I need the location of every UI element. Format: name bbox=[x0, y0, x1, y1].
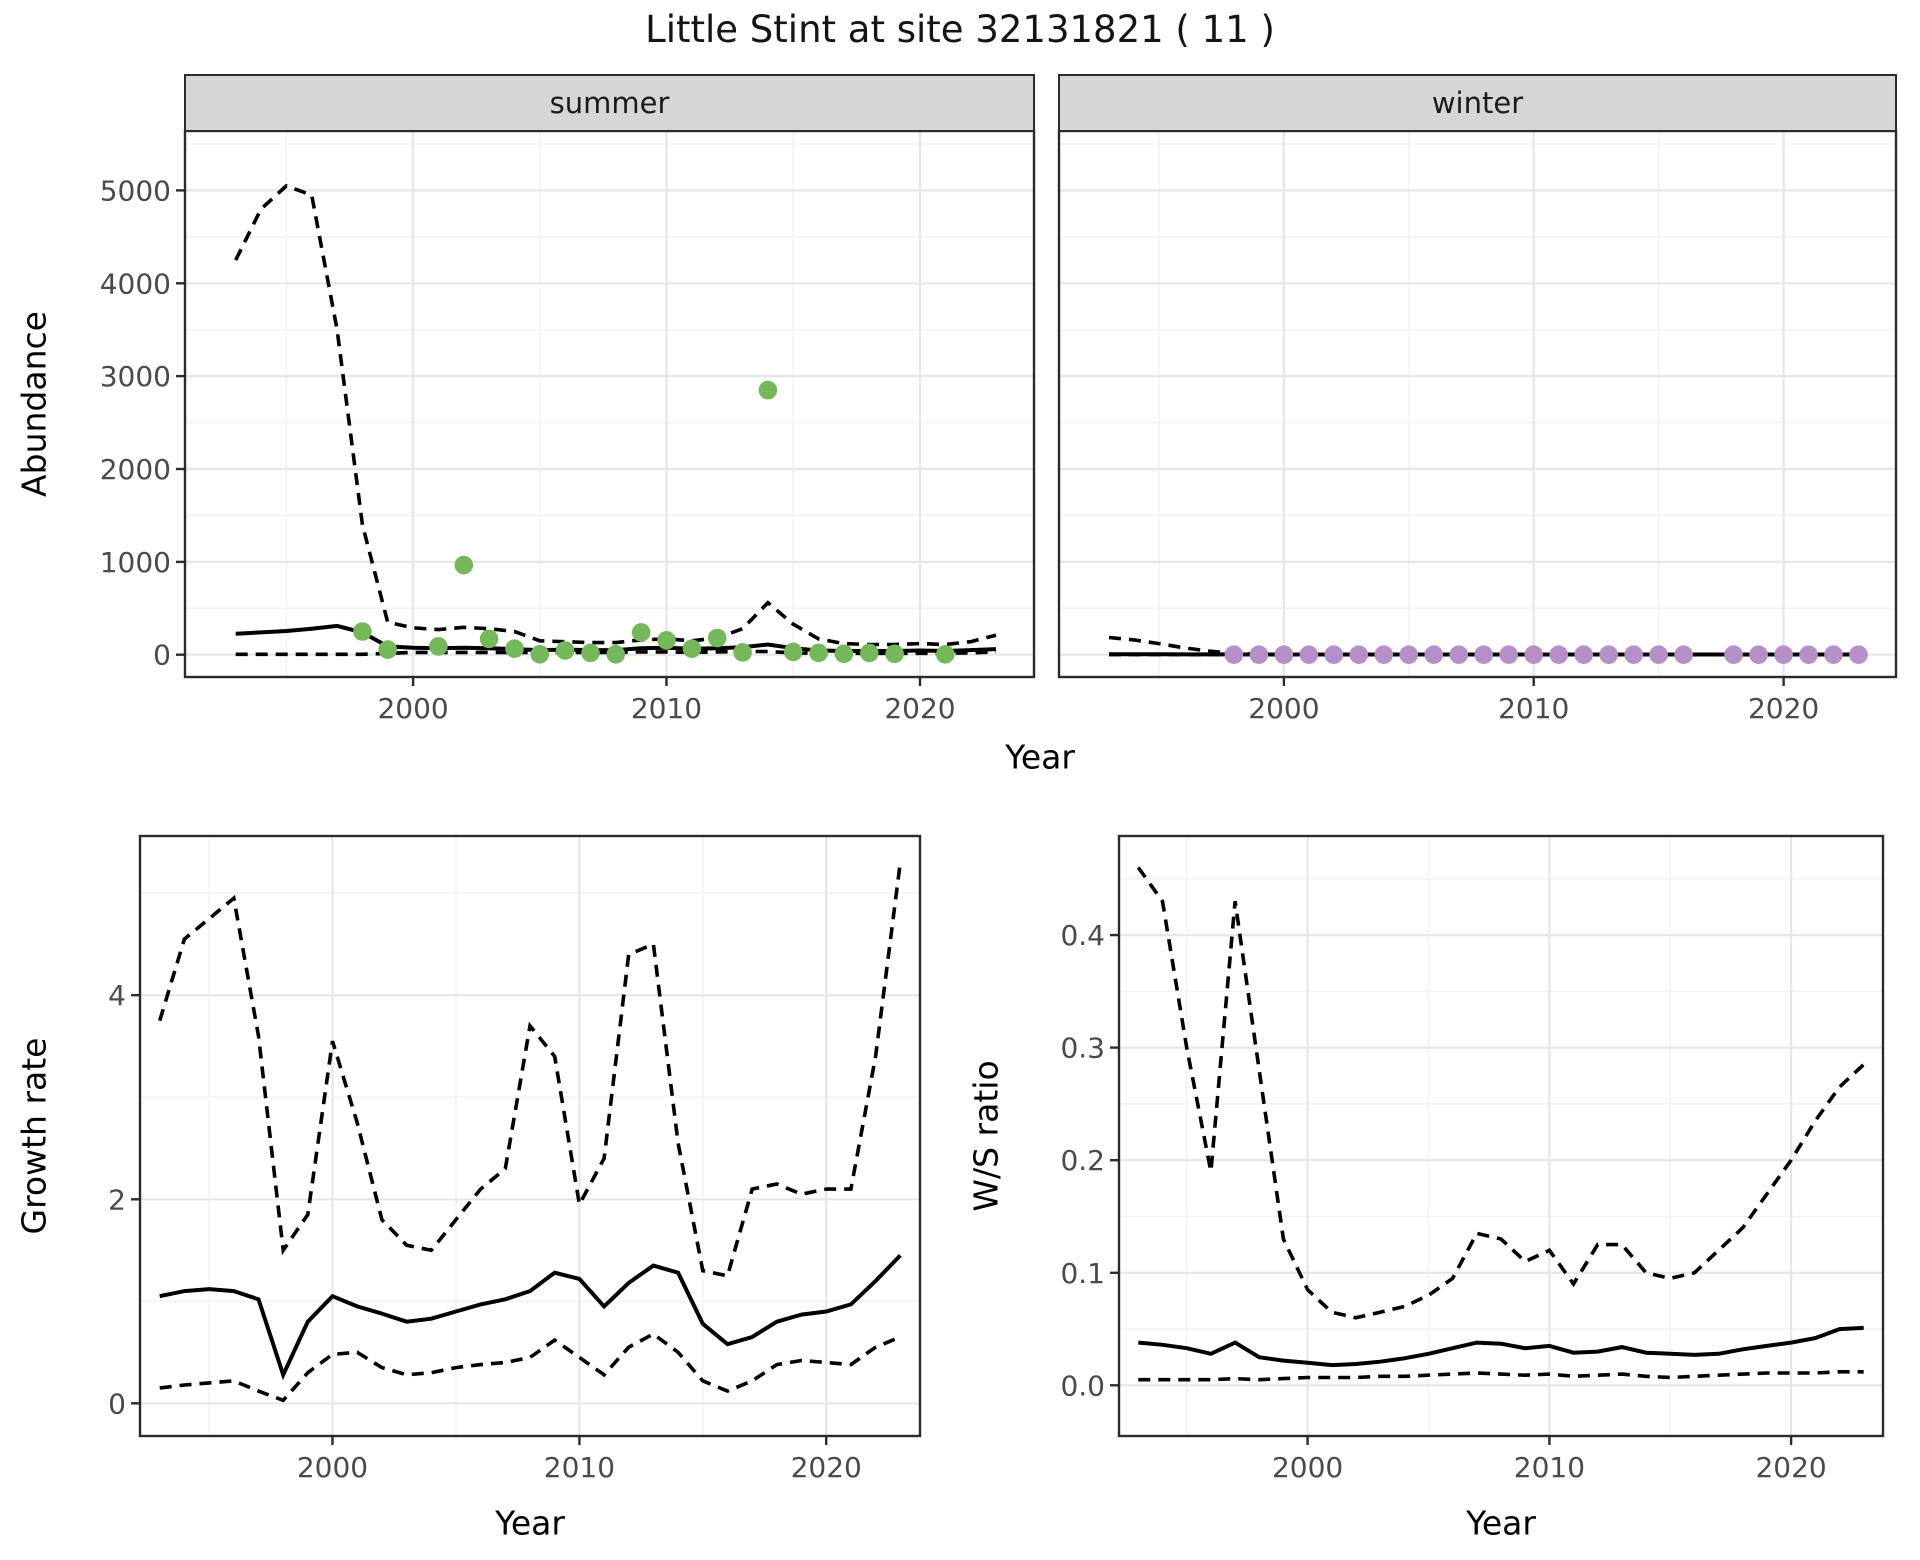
x-tick-label: 2020 bbox=[1748, 692, 1819, 725]
x-tick-label: 2020 bbox=[884, 692, 955, 725]
panel-border bbox=[138, 834, 922, 1438]
summer-observations-point bbox=[657, 631, 676, 650]
winter-observations-point bbox=[1349, 645, 1369, 664]
y-tick-label: 0.2 bbox=[1060, 1144, 1105, 1177]
panel-border bbox=[1117, 834, 1885, 1438]
winter-observations-point bbox=[1224, 645, 1244, 664]
panel-ws-ratio: 2000 2010 2020 0.0 0.1 0.2 0.3 0.4 bbox=[1060, 834, 1885, 1484]
y-axis-title-abundance: Abundance bbox=[14, 311, 54, 497]
winter-observations-point bbox=[1549, 645, 1568, 664]
winter-observations-point bbox=[1324, 645, 1344, 664]
summer-observations-point bbox=[505, 639, 524, 658]
y-axis-title-ws-ratio: W/S ratio bbox=[966, 1060, 1006, 1212]
summer-observations-point bbox=[378, 640, 398, 659]
winter-observations-point bbox=[1599, 645, 1618, 664]
winter-observations-point bbox=[1749, 645, 1768, 664]
summer-observations-point bbox=[682, 639, 702, 658]
summer-observations-point bbox=[631, 623, 651, 642]
summer-observations-point bbox=[758, 380, 778, 400]
winter-observations-point bbox=[1524, 645, 1543, 664]
winter-observations-point bbox=[1624, 645, 1643, 664]
panel-growth-rate: 2000 2010 2020 0 2 4 bbox=[108, 834, 922, 1484]
x-tick-label: 2020 bbox=[791, 1451, 862, 1484]
x-tick-label: 2010 bbox=[631, 692, 702, 725]
summer-observations-point bbox=[733, 643, 752, 662]
summer-observations-point bbox=[885, 644, 904, 664]
facet-label-summer: summer bbox=[549, 86, 670, 120]
summer-observations-point bbox=[454, 555, 474, 575]
x-tick-label: 2010 bbox=[1498, 692, 1569, 725]
winter-observations-point bbox=[1799, 645, 1818, 664]
x-tick-label: 2000 bbox=[1248, 692, 1319, 725]
summer-observations-point bbox=[834, 644, 854, 664]
summer-observations-point bbox=[555, 641, 575, 660]
ws-ratio-lower_ci-line bbox=[1138, 1370, 1864, 1382]
winter-observations-point bbox=[1724, 645, 1743, 664]
y-tick-label: 0 bbox=[108, 1387, 126, 1420]
ws-ratio-upper_ci-line bbox=[1136, 866, 1865, 1320]
winter-observations-point bbox=[1674, 645, 1693, 664]
summer-observations-point bbox=[860, 643, 879, 663]
ws-ratio-median-line bbox=[1138, 1325, 1864, 1368]
winter-observations-point bbox=[1424, 645, 1444, 664]
x-axis-title-top: Year bbox=[1005, 737, 1075, 777]
summer-observations-point bbox=[353, 622, 372, 641]
y-tick-label: 0.4 bbox=[1060, 919, 1105, 952]
x-tick-label: 2010 bbox=[1514, 1451, 1585, 1484]
winter-observations-point bbox=[1824, 645, 1843, 664]
y-tick-label: 2 bbox=[108, 1183, 126, 1216]
winter-observations-point bbox=[1374, 645, 1394, 664]
winter-observations-point bbox=[1399, 645, 1419, 664]
panel-abundance-winter: 2000 2010 2020 bbox=[1057, 74, 1898, 725]
winter-observations-point bbox=[1774, 645, 1793, 664]
x-tick-label: 2000 bbox=[377, 692, 448, 725]
x-tick-label: 2020 bbox=[1755, 1451, 1826, 1484]
summer-observations-point bbox=[479, 629, 499, 649]
winter-observations-point bbox=[1449, 645, 1469, 664]
y-tick-label: 0.3 bbox=[1060, 1032, 1105, 1065]
panel-abundance-summer: 2000 2010 2020 0 1000 2000 3000 4000 5000 bbox=[100, 74, 1036, 725]
y-axis-title-growth-rate: Growth rate bbox=[14, 1037, 54, 1235]
summer-observations-point bbox=[606, 645, 626, 664]
facet-label-winter: winter bbox=[1431, 86, 1524, 120]
summer-observations-point bbox=[809, 643, 828, 663]
winter-observations-point bbox=[1499, 645, 1518, 664]
facet-strip bbox=[1058, 74, 1897, 132]
x-tick-label: 2010 bbox=[544, 1451, 615, 1484]
summer-observations-point bbox=[783, 642, 803, 662]
summer-observations-point bbox=[581, 643, 600, 663]
y-tick-label: 3000 bbox=[100, 360, 171, 393]
facet-strip bbox=[184, 74, 1035, 132]
growth-rate-upper_ci-line bbox=[157, 862, 903, 1278]
winter-observations-point bbox=[1474, 645, 1493, 664]
y-tick-label: 1000 bbox=[100, 546, 171, 579]
summer-observations-point bbox=[936, 645, 955, 664]
winter-observations-point bbox=[1849, 645, 1868, 664]
summer-observations-point bbox=[530, 645, 550, 664]
y-tick-label: 5000 bbox=[100, 174, 171, 207]
winter-observations-point bbox=[1249, 645, 1269, 664]
figure-title: Little Stint at site 32131821 ( 11 ) bbox=[645, 8, 1275, 51]
x-axis-title-growth: Year bbox=[495, 1503, 565, 1543]
growth-rate-median-line bbox=[159, 1254, 902, 1381]
summer-observations-point bbox=[707, 628, 727, 648]
x-tick-label: 2000 bbox=[297, 1451, 368, 1484]
winter-observations-point bbox=[1574, 645, 1593, 664]
y-tick-label: 4 bbox=[108, 979, 126, 1012]
x-tick-label: 2000 bbox=[1272, 1451, 1343, 1484]
summer-observations-point bbox=[429, 637, 448, 656]
y-tick-label: 2000 bbox=[100, 453, 171, 486]
y-tick-label: 0.0 bbox=[1060, 1369, 1105, 1402]
winter-observations-point bbox=[1649, 645, 1668, 664]
x-axis-title-ws: Year bbox=[1466, 1503, 1536, 1543]
winter-observations-point bbox=[1299, 645, 1319, 664]
y-tick-label: 0 bbox=[153, 639, 171, 672]
winter-observations-point bbox=[1274, 645, 1294, 664]
y-tick-label: 4000 bbox=[100, 267, 171, 300]
growth-rate-lower_ci-line bbox=[159, 1331, 901, 1403]
y-tick-label: 0.1 bbox=[1060, 1257, 1105, 1290]
